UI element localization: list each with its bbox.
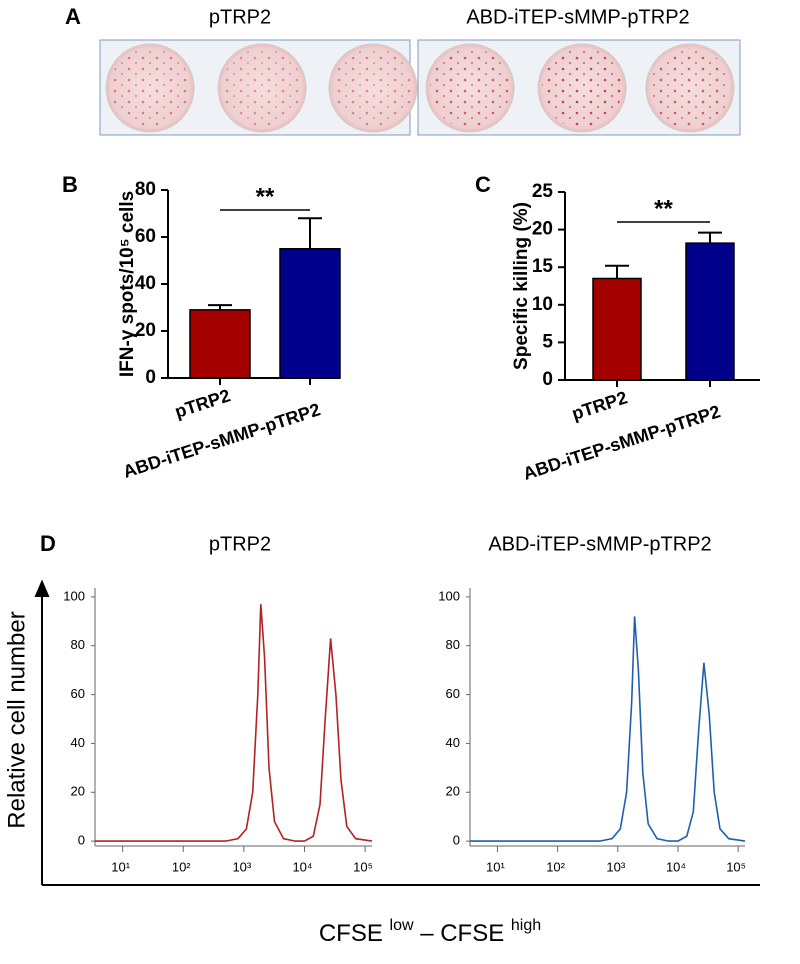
error-bar: [298, 217, 322, 249]
y-tick-label: 20: [446, 784, 460, 799]
y-tick-label: 40: [446, 735, 460, 750]
x-tick-label: ABD-iTEP-sMMP-pTRP2: [521, 401, 723, 484]
x-tick-label: 10²: [172, 859, 191, 874]
x-tick-label: 10³: [606, 859, 625, 874]
y-tick-label: 20: [71, 784, 85, 799]
x-label-part: high: [511, 917, 541, 934]
histogram-line: [470, 616, 746, 842]
y-tick-label: 0: [145, 367, 156, 388]
y-tick-label: 100: [438, 588, 460, 603]
outer-axes: [34, 579, 760, 886]
bar: [685, 242, 735, 381]
x-tick-label: 10³: [232, 859, 251, 874]
panel-title: ABD-iTEP-sMMP-pTRP2: [466, 6, 689, 28]
y-tick-label: 0: [542, 369, 553, 390]
y-tick-label: 80: [71, 637, 85, 652]
y-tick-label: 80: [135, 179, 156, 200]
y-tick-label: 0: [453, 833, 460, 848]
x-tick-label: pTRP2: [569, 387, 629, 424]
y-tick-label: 20: [532, 219, 553, 240]
x-tick-label: 10⁴: [292, 859, 312, 874]
y-tick-label: 40: [135, 273, 156, 294]
histogram-line: [95, 604, 373, 842]
x-tick-label: 10⁴: [666, 859, 686, 874]
error-bar: [605, 264, 629, 279]
y-tick-label: 40: [71, 735, 85, 750]
y-tick-label: 100: [63, 588, 85, 603]
y-tick-label: 10: [532, 294, 553, 315]
x-tick-label: 10¹: [486, 859, 505, 874]
y-tick-label: 25: [532, 181, 554, 202]
panel-label: B: [62, 172, 78, 197]
x-tick-label: 10⁵: [353, 859, 373, 874]
error-bar: [208, 304, 232, 310]
chart-title: ABD-iTEP-sMMP-pTRP2: [488, 533, 711, 555]
bar: [592, 277, 642, 381]
x-axis-label: CFSE low – CFSE high: [319, 911, 541, 947]
y-axis-label: IFN-γ spots/10⁵ cells: [117, 191, 138, 377]
panel-label: D: [40, 531, 56, 556]
bar: [189, 309, 251, 379]
y-axis-label: Relative cell number: [3, 611, 30, 828]
annotation: **: [654, 195, 673, 222]
error-bar: [698, 231, 722, 244]
x-label-part: – CFSE: [420, 920, 504, 947]
x-tick-label: pTRP2: [172, 385, 232, 422]
panel-label: A: [65, 4, 81, 29]
y-tick-label: 80: [446, 637, 460, 652]
panel-title: pTRP2: [209, 6, 271, 28]
x-tick-label: 10²: [546, 859, 565, 874]
y-tick-label: 60: [446, 686, 460, 701]
y-tick-label: 60: [71, 686, 85, 701]
x-tick-label: 10⁵: [726, 859, 746, 874]
y-tick-label: 5: [542, 331, 553, 352]
x-label-part: low: [390, 917, 414, 934]
y-axis-label: Specific killing (%): [511, 202, 532, 370]
x-label-part: CFSE: [319, 920, 383, 947]
chart-title: pTRP2: [209, 533, 271, 555]
well-images: [99, 39, 741, 136]
x-tick-label: 10¹: [111, 859, 130, 874]
annotation: **: [256, 183, 275, 210]
y-tick-label: 20: [135, 320, 156, 341]
bar: [279, 248, 341, 379]
y-tick-label: 15: [532, 256, 554, 277]
panel-label: C: [475, 172, 491, 197]
y-tick-label: 60: [135, 226, 156, 247]
y-tick-label: 0: [78, 833, 85, 848]
x-tick-label: ABD-iTEP-sMMP-pTRP2: [121, 399, 323, 482]
